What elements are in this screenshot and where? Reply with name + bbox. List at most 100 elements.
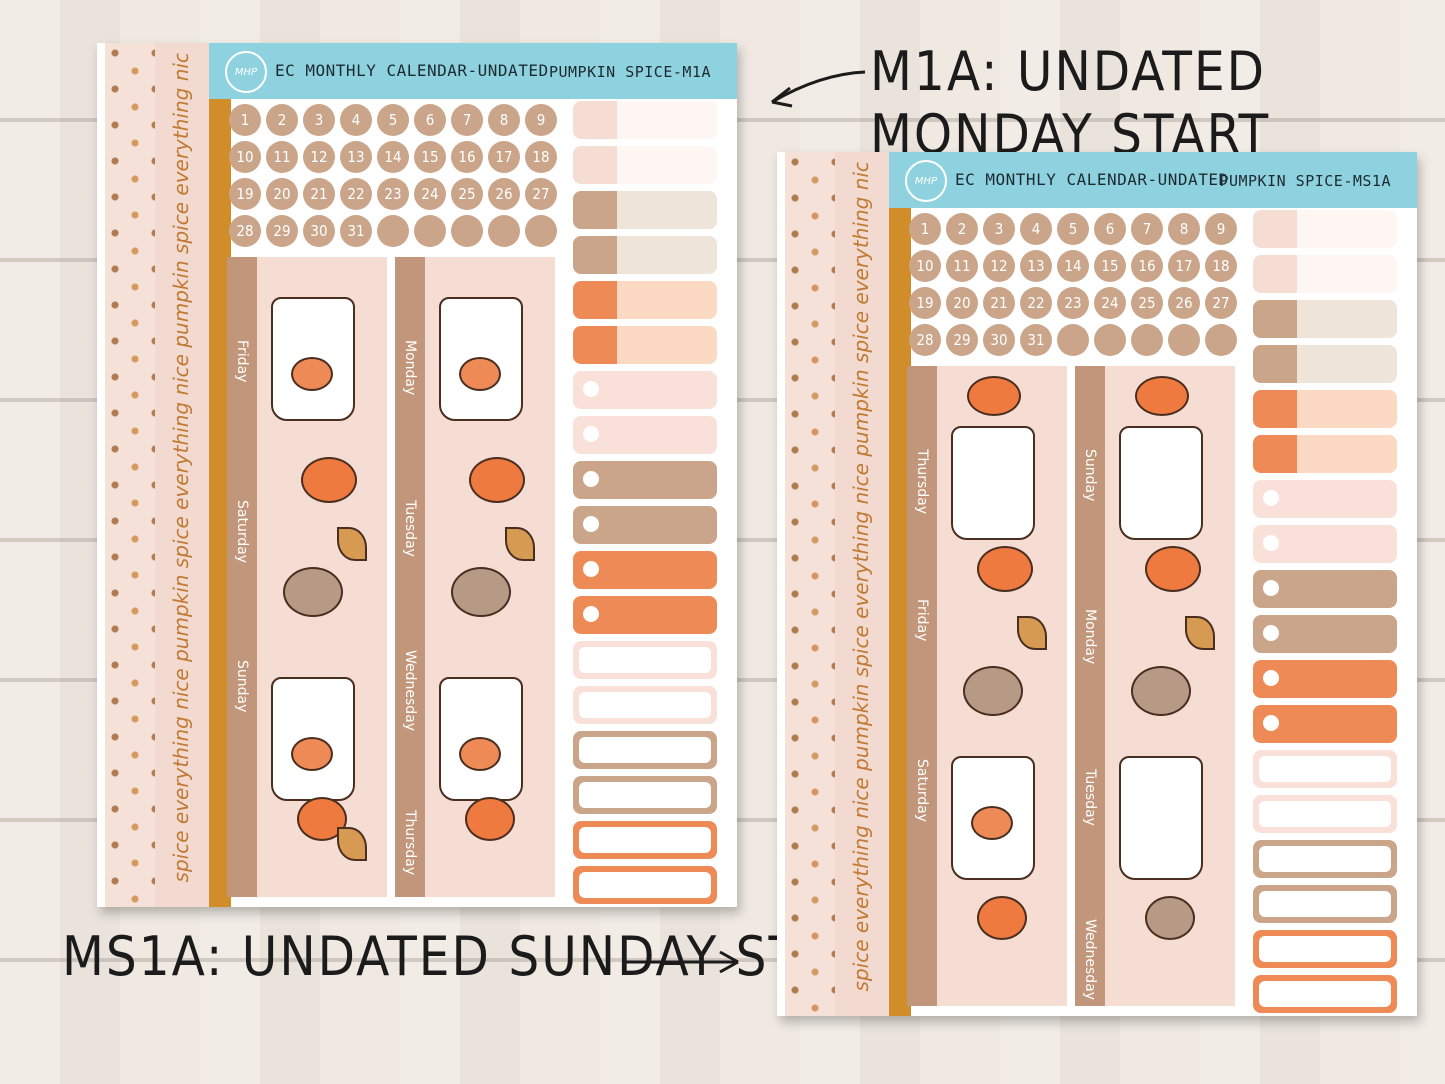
date-dot: 14 xyxy=(1057,250,1089,282)
sticker-sheet-m1a: spice everything nice pumpkin spice ever… xyxy=(97,43,737,907)
date-dot: 23 xyxy=(377,178,409,210)
date-dot: 18 xyxy=(525,141,557,173)
frame-box-sticker xyxy=(1253,930,1397,968)
date-dot: 13 xyxy=(1020,250,1052,282)
pumpkin-icon xyxy=(963,666,1023,716)
date-dot: 19 xyxy=(909,287,941,319)
pumpkin-icon xyxy=(1131,666,1191,716)
pumpkin-icon xyxy=(291,357,333,391)
split-box-sticker xyxy=(573,281,717,319)
checkbox-sticker xyxy=(1253,705,1397,743)
logo: MHP xyxy=(225,51,267,93)
blank-dot xyxy=(488,215,520,247)
leaf-icon xyxy=(1185,616,1215,650)
frame-box-sticker xyxy=(573,731,717,769)
date-dot: 27 xyxy=(1205,287,1237,319)
pumpkin-icon xyxy=(469,457,525,503)
checkbox-sticker xyxy=(1253,660,1397,698)
pumpkin-icon xyxy=(1145,546,1201,592)
split-box-sticker xyxy=(1253,255,1397,293)
day-panel-right: Sunday Monday Tuesday Wednesday xyxy=(1075,366,1235,1006)
date-dot: 2 xyxy=(946,213,978,245)
date-dot: 31 xyxy=(1020,324,1052,356)
day-strip: Thursday Friday Saturday xyxy=(907,366,937,1006)
frame-box-sticker xyxy=(1253,840,1397,878)
split-box-sticker xyxy=(1253,300,1397,338)
date-dots: 1 2 3 4 5 6 7 8 9 10 11 12 13 14 15 16 17 18 19 20 21 22 23 24 2… xyxy=(909,208,1245,356)
date-dot: 14 xyxy=(377,141,409,173)
date-dots: 1 2 3 4 5 6 7 8 9 10 11 12 13 14 15 16 17 18 19 20 21 22 23 24 2… xyxy=(229,99,565,247)
day-label: Wednesday xyxy=(402,650,418,732)
latte-cup-icon xyxy=(1119,426,1203,540)
date-dot: 21 xyxy=(303,178,335,210)
frame-box-sticker xyxy=(1253,975,1397,1013)
checkbox-sticker xyxy=(1253,615,1397,653)
date-dot: 27 xyxy=(525,178,557,210)
checkbox-sticker xyxy=(1253,570,1397,608)
date-dot: 30 xyxy=(303,215,335,247)
date-dot: 18 xyxy=(1205,250,1237,282)
frame-box-sticker xyxy=(1253,885,1397,923)
date-dot: 22 xyxy=(340,178,372,210)
leaf-icon xyxy=(1017,616,1047,650)
frame-box-sticker xyxy=(573,866,717,904)
leaf-icon xyxy=(505,527,535,561)
washi-text: spice everything nice pumpkin spice ever… xyxy=(849,162,873,992)
day-strip: Monday Tuesday Wednesday Thursday xyxy=(395,257,425,897)
blank-dot xyxy=(451,215,483,247)
washi-strip-mustard xyxy=(209,43,231,907)
day-label: Monday xyxy=(402,340,418,396)
date-dot: 26 xyxy=(488,178,520,210)
date-dot: 6 xyxy=(414,104,446,136)
date-dot: 9 xyxy=(525,104,557,136)
date-dot: 4 xyxy=(340,104,372,136)
checkbox-sticker xyxy=(1253,525,1397,563)
date-dot: 28 xyxy=(229,215,261,247)
split-box-sticker xyxy=(1253,345,1397,383)
blank-dot xyxy=(377,215,409,247)
date-dot: 1 xyxy=(909,213,941,245)
day-label: Tuesday xyxy=(1082,769,1098,826)
date-dot: 29 xyxy=(266,215,298,247)
day-label: Saturday xyxy=(914,759,930,823)
box-column xyxy=(1253,210,1397,1016)
date-dot: 17 xyxy=(488,141,520,173)
date-dot: 7 xyxy=(1131,213,1163,245)
checkbox-sticker xyxy=(573,461,717,499)
date-dot: 5 xyxy=(1057,213,1089,245)
pumpkin-icon xyxy=(971,806,1013,840)
day-label: Monday xyxy=(1082,609,1098,665)
blank-dot xyxy=(1131,324,1163,356)
washi-strip-coffee xyxy=(785,152,835,1016)
date-dot: 30 xyxy=(983,324,1015,356)
date-dot: 25 xyxy=(1131,287,1163,319)
day-label: Thursday xyxy=(402,810,418,876)
pumpkin-icon xyxy=(301,457,357,503)
checkbox-sticker xyxy=(573,506,717,544)
latte-cup-icon xyxy=(1119,756,1203,880)
date-dot: 1 xyxy=(229,104,261,136)
frame-box-sticker xyxy=(573,641,717,679)
pumpkin-icon xyxy=(459,357,501,391)
box-column xyxy=(573,101,717,907)
date-dot: 16 xyxy=(451,141,483,173)
caption-sunday-start: MS1A: UNDATED SUNDAY START xyxy=(62,925,895,988)
leaf-icon xyxy=(337,827,367,861)
date-dot: 19 xyxy=(229,178,261,210)
latte-cup-icon xyxy=(951,426,1035,540)
sheet-code: PUMPKIN SPICE-MS1A xyxy=(1219,172,1391,190)
sheet-title: EC MONTHLY CALENDAR-UNDATED xyxy=(275,61,549,80)
split-box-sticker xyxy=(573,101,717,139)
frame-box-sticker xyxy=(573,821,717,859)
split-box-sticker xyxy=(1253,210,1397,248)
date-dot: 20 xyxy=(266,178,298,210)
washi-strip-coffee xyxy=(105,43,155,907)
arrow-right-icon xyxy=(622,950,739,974)
checkbox-sticker xyxy=(573,371,717,409)
date-dot: 4 xyxy=(1020,213,1052,245)
date-dot: 23 xyxy=(1057,287,1089,319)
day-label: Sunday xyxy=(1082,449,1098,502)
checkbox-sticker xyxy=(573,416,717,454)
sheet-header: MHP EC MONTHLY CALENDAR-UNDATED PUMPKIN … xyxy=(209,43,737,99)
date-dot: 13 xyxy=(340,141,372,173)
